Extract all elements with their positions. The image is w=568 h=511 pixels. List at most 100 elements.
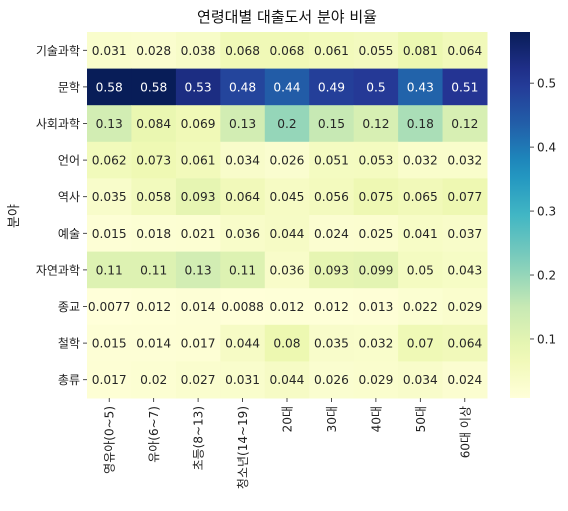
heatmap-cell bbox=[264, 178, 310, 216]
cell-value-label: 0.051 bbox=[314, 154, 349, 168]
heatmap-cell bbox=[353, 178, 399, 216]
heatmap-cell bbox=[175, 141, 221, 179]
cell-value-label: 0.0088 bbox=[221, 300, 264, 314]
cell-value-label: 0.13 bbox=[185, 263, 212, 277]
cell-value-label: 0.068 bbox=[270, 44, 305, 58]
cell-value-label: 0.032 bbox=[447, 154, 482, 168]
cell-value-label: 0.073 bbox=[136, 154, 171, 168]
heatmap-cell bbox=[398, 288, 444, 326]
cell-value-label: 0.064 bbox=[447, 44, 482, 58]
heatmap-cell bbox=[175, 324, 221, 362]
heatmap-cell bbox=[131, 324, 177, 362]
y-tick-label: 언어 bbox=[58, 154, 80, 168]
cell-value-label: 0.035 bbox=[314, 337, 349, 351]
x-tick-label: 20대 bbox=[281, 406, 295, 432]
cell-value-label: 0.58 bbox=[140, 80, 167, 94]
cell-value-label: 0.017 bbox=[92, 373, 127, 387]
heatmap-cell bbox=[87, 361, 132, 399]
cell-value-label: 0.032 bbox=[403, 154, 438, 168]
heatmap-cell bbox=[264, 288, 310, 326]
cell-value-label: 0.12 bbox=[362, 117, 389, 131]
cell-value-label: 0.061 bbox=[314, 44, 349, 58]
cell-value-label: 0.064 bbox=[225, 190, 260, 204]
heatmap-cell bbox=[309, 178, 355, 216]
cell-value-label: 0.062 bbox=[92, 154, 127, 168]
colorbar-tick-label: 0.5 bbox=[537, 77, 556, 91]
cell-value-label: 0.021 bbox=[181, 227, 216, 241]
cell-value-label: 0.064 bbox=[447, 337, 482, 351]
colorbar-ticks: 0.1 0.2 0.3 0.4 0.5 bbox=[530, 77, 556, 346]
heatmap-cell bbox=[175, 32, 221, 70]
heatmap-cell bbox=[131, 251, 177, 289]
heatmap-cell bbox=[442, 288, 488, 326]
heatmap-cell bbox=[220, 288, 266, 326]
cell-value-label: 0.025 bbox=[358, 227, 393, 241]
heatmap-cell bbox=[309, 251, 355, 289]
cell-value-label: 0.11 bbox=[140, 263, 167, 277]
cell-value-label: 0.13 bbox=[229, 117, 256, 131]
chart-title: 연령대별 대출도서 분야 비율 bbox=[197, 8, 377, 26]
heatmap-cell bbox=[131, 32, 177, 70]
heatmap-cell bbox=[442, 215, 488, 253]
cell-value-label: 0.014 bbox=[136, 337, 171, 351]
cell-value-label: 0.53 bbox=[185, 80, 212, 94]
cell-value-label: 0.024 bbox=[314, 227, 349, 241]
heatmap-cell bbox=[442, 68, 488, 106]
heatmap-cell bbox=[131, 361, 177, 399]
x-tick-label: 40대 bbox=[369, 406, 383, 432]
heatmap-cell bbox=[442, 251, 488, 289]
heatmap-cell bbox=[264, 105, 310, 143]
cell-value-label: 0.014 bbox=[181, 300, 216, 314]
heatmap-cell bbox=[398, 215, 444, 253]
y-tick-label: 기술과학 bbox=[36, 44, 80, 58]
cell-value-label: 0.055 bbox=[358, 44, 393, 58]
cell-value-label: 0.036 bbox=[225, 227, 260, 241]
heatmap-cell bbox=[264, 251, 310, 289]
heatmap-cell bbox=[220, 251, 266, 289]
cell-value-label: 0.018 bbox=[136, 227, 171, 241]
x-tick-label: 초등(8~13) bbox=[192, 406, 206, 470]
heatmap-cell bbox=[442, 105, 488, 143]
x-tick-label: 영유아(0~5) bbox=[103, 406, 117, 474]
heatmap-cell bbox=[131, 68, 177, 106]
heatmap-cell bbox=[398, 178, 444, 216]
cell-value-label: 0.045 bbox=[270, 190, 305, 204]
heatmap-cell bbox=[131, 215, 177, 253]
y-tick-label: 종교 bbox=[58, 300, 80, 314]
cell-value-label: 0.2 bbox=[277, 117, 296, 131]
heatmap-cell bbox=[353, 32, 399, 70]
colorbar-tick-label: 0.4 bbox=[537, 141, 556, 155]
cell-value-label: 0.056 bbox=[314, 190, 349, 204]
cell-value-label: 0.48 bbox=[229, 80, 256, 94]
cell-value-label: 0.02 bbox=[140, 373, 167, 387]
cell-value-label: 0.069 bbox=[181, 117, 216, 131]
heatmap-cell bbox=[87, 141, 132, 179]
heatmap-cell bbox=[309, 105, 355, 143]
heatmap-cell bbox=[398, 68, 444, 106]
cell-value-label: 0.5 bbox=[366, 80, 385, 94]
heatmap-cell bbox=[264, 141, 310, 179]
y-tick-label: 사회과학 bbox=[36, 117, 80, 131]
cell-value-label: 0.075 bbox=[358, 190, 393, 204]
colorbar-tick-label: 0.1 bbox=[537, 332, 556, 346]
y-axis-label: 분야 bbox=[7, 204, 22, 228]
heatmap-cell bbox=[398, 141, 444, 179]
heatmap-cell bbox=[220, 324, 266, 362]
heatmap-cell bbox=[309, 324, 355, 362]
heatmap-cell bbox=[175, 105, 221, 143]
heatmap-cell bbox=[220, 105, 266, 143]
cell-value-label: 0.58 bbox=[96, 80, 123, 94]
heatmap-cell bbox=[87, 32, 132, 70]
heatmap-cell bbox=[87, 251, 132, 289]
heatmap-cell bbox=[87, 178, 132, 216]
heatmap-cell bbox=[175, 178, 221, 216]
cell-value-label: 0.035 bbox=[92, 190, 127, 204]
heatmap-cell bbox=[175, 288, 221, 326]
heatmap-cell bbox=[175, 361, 221, 399]
heatmap-cell-labels: 0.031 0.028 0.038 0.068 0.068 0.061 0.055 0.081… bbox=[88, 44, 483, 387]
heatmap-cell bbox=[398, 361, 444, 399]
y-tick-label: 문학 bbox=[58, 80, 80, 94]
cell-value-label: 0.012 bbox=[314, 300, 349, 314]
heatmap-cell bbox=[87, 68, 132, 106]
heatmap-cell bbox=[442, 141, 488, 179]
